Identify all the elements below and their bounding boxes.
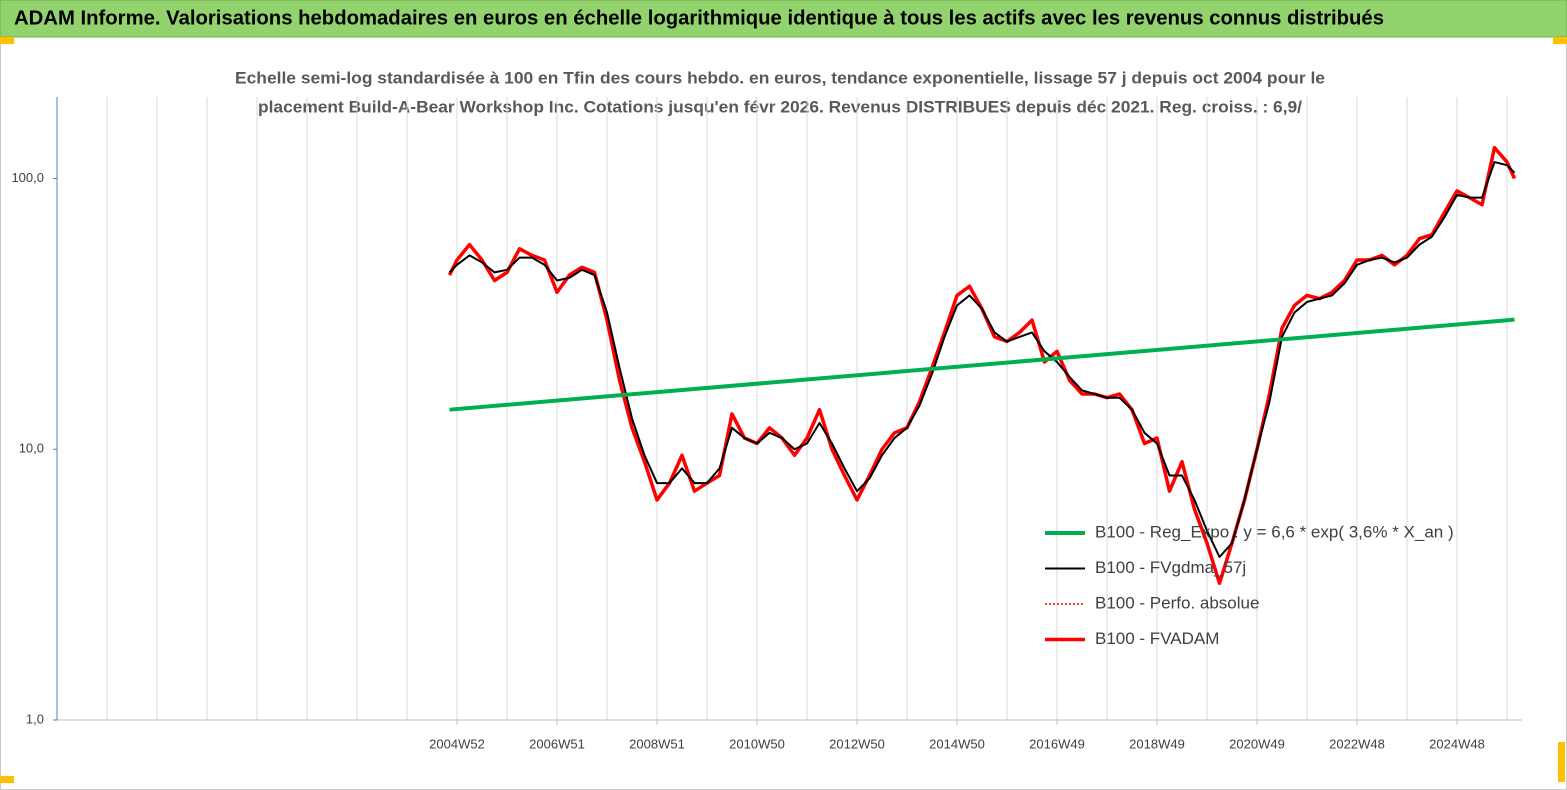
y-tick-label: 1,0 [26, 711, 44, 726]
x-tick-label: 2022W48 [1329, 736, 1385, 751]
series-line [449, 317, 1515, 412]
x-tick-label: 2018W49 [1129, 736, 1185, 751]
x-tick-label: 2004W52 [429, 736, 485, 751]
corner-mark [0, 37, 14, 44]
x-tick-label: 2006W51 [529, 736, 585, 751]
corner-mark [1558, 742, 1565, 782]
legend-label: B100 - FVgdma_57j [1095, 558, 1246, 577]
x-tick-label: 2014W50 [929, 736, 985, 751]
subtitle: Echelle semi-log standardisée à 100 en T… [235, 68, 1325, 87]
x-tick-label: 2016W49 [1029, 736, 1085, 751]
legend-label: B100 - Perfo. absolue [1095, 593, 1259, 612]
x-tick-label: 2008W51 [629, 736, 685, 751]
legend-label: B100 - Reg_Expo : y = 6,6 * exp( 3,6% * … [1095, 522, 1454, 541]
corner-mark [1553, 37, 1567, 44]
x-tick-label: 2010W50 [729, 736, 785, 751]
plot-area: 2004W52 2006W51 2008W51 2010W50 2012W50 2014W… [11, 97, 1522, 751]
x-tick-label: 2012W50 [829, 736, 885, 751]
title-banner [0, 0, 1567, 38]
series-line [448, 161, 1516, 558]
x-tick-label: 2024W48 [1429, 736, 1485, 751]
corner-mark [0, 776, 14, 783]
subtitle: placement Build-A-Bear Workshop Inc. Cot… [258, 97, 1302, 116]
legend-label: B100 - FVADAM [1095, 629, 1219, 648]
y-tick-label: 100,0 [11, 170, 44, 185]
chart-title: ADAM Informe. Valorisations hebdomadaire… [14, 7, 1384, 29]
x-tick-label: 2020W49 [1229, 736, 1285, 751]
y-tick-label: 10,0 [19, 441, 44, 456]
